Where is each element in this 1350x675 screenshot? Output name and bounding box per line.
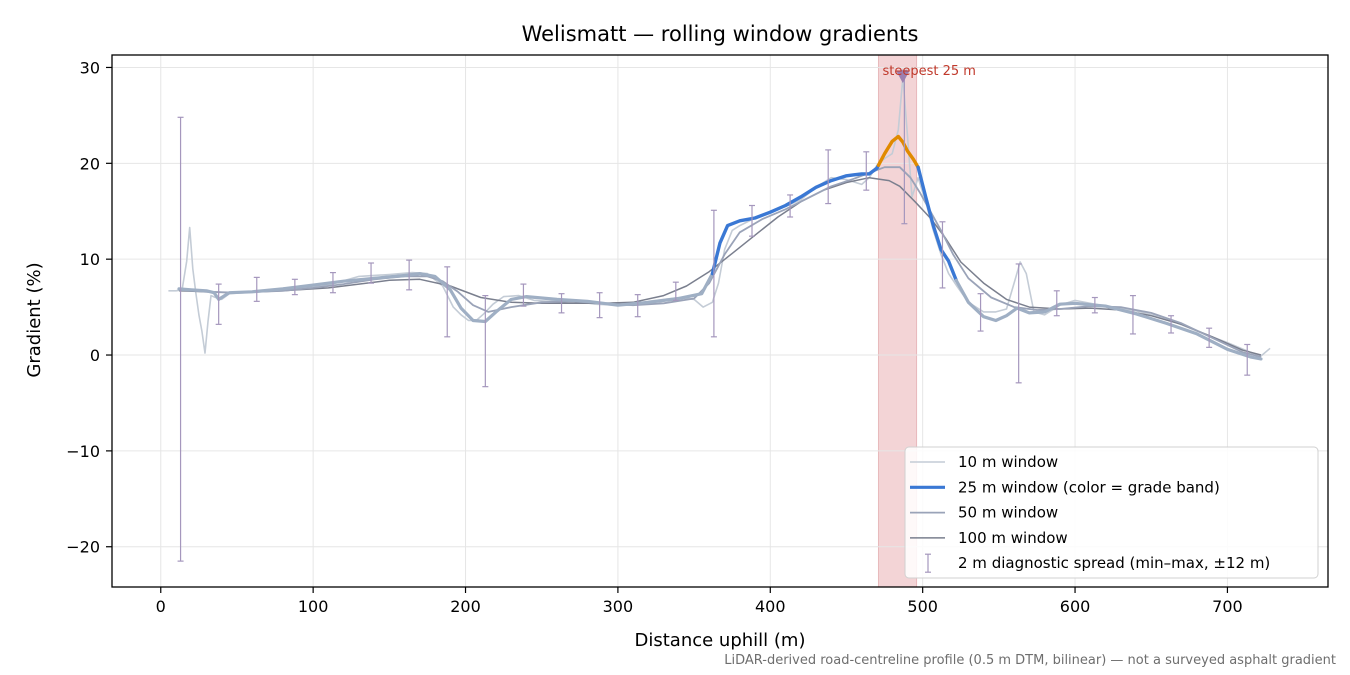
x-tick-label: 100 [298, 597, 329, 616]
ticks [106, 66, 1229, 593]
series-100m-line [178, 176, 1262, 356]
y-tick-label: 30 [80, 58, 100, 77]
steepest-annotation: steepest 25 m [882, 64, 975, 79]
footnote: LiDAR-derived road-centreline profile (0… [724, 653, 1336, 668]
x-axis-title: Distance uphill (m) [635, 630, 806, 651]
x-tick-label: 0 [156, 597, 166, 616]
legend-entry-errorbar-swatch [925, 553, 931, 573]
series-10m-line [168, 76, 1271, 357]
x-tick-label: 300 [603, 597, 634, 616]
series-25m-segment [954, 278, 1263, 361]
legend-entry-25m-label: 25 m window (color = grade band) [958, 478, 1220, 496]
series-25m-segment [710, 163, 881, 276]
x-tick-label: 400 [755, 597, 786, 616]
series-25m-segment [177, 272, 714, 324]
y-tick-label: −10 [66, 442, 100, 461]
chart-title: Welismatt — rolling window gradients [522, 22, 919, 46]
y-tick-label: 10 [80, 250, 100, 269]
legend-entry-errorbar-label: 2 m diagnostic spread (min–max, ±12 m) [958, 554, 1270, 572]
y-tick-label: −20 [66, 538, 100, 557]
legend-entry-50m-label: 50 m window [958, 504, 1058, 522]
series-25m-segment [916, 165, 958, 282]
y-tick-label: 0 [90, 346, 100, 365]
axes-frame [111, 54, 1329, 588]
legend-entry-100m-label: 100 m window [958, 529, 1068, 547]
steepest-marker [896, 70, 910, 84]
x-tick-label: 200 [450, 597, 481, 616]
series-layer [168, 76, 1271, 361]
legend-entry-10m-label: 10 m window [958, 453, 1058, 471]
errorbars [177, 69, 1251, 562]
legend: 10 m window 25 m window (color = grade ba… [904, 446, 1319, 579]
x-tick-label: 500 [907, 597, 938, 616]
y-axis-title: Gradient (%) [24, 262, 45, 377]
x-tick-label: 600 [1060, 597, 1091, 616]
x-tick-label: 700 [1212, 597, 1243, 616]
series-50m-line [178, 166, 1262, 358]
legend-box [904, 446, 1319, 579]
y-tick-label: 20 [80, 154, 100, 173]
series-25m-segment [876, 134, 920, 169]
